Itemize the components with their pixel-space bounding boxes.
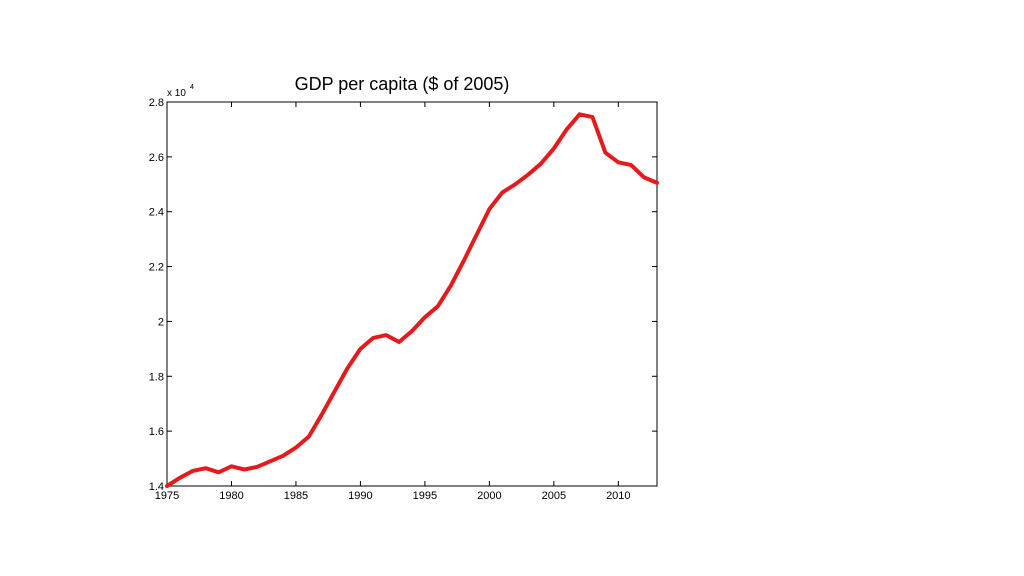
- axis-tick-labels: 1975 1980 1985 1990 1995 2000 2005 2010 1.4 1.6 1.…: [149, 97, 631, 502]
- y-multiplier-base: x 10: [167, 88, 186, 99]
- y-multiplier-exponent: 4: [190, 84, 194, 91]
- y-tick-label: 2: [158, 316, 164, 328]
- chart-title: GDP per capita ($ of 2005): [294, 74, 510, 94]
- y-tick-label: 2.8: [149, 97, 164, 109]
- series-line-gdp: [165, 112, 659, 488]
- x-tick-label: 2005: [542, 490, 566, 502]
- x-tick-label: 1975: [155, 490, 179, 502]
- x-tick-label: 1985: [284, 490, 308, 502]
- x-tick-label: 1980: [219, 490, 243, 502]
- y-tick-label: 2.2: [149, 262, 164, 274]
- y-tick-label: 1.4: [149, 481, 164, 493]
- x-tick-label: 1995: [413, 490, 437, 502]
- x-tick-label: 2010: [606, 490, 630, 502]
- axis-ticks: [166, 101, 657, 487]
- y-tick-label: 1.6: [149, 426, 164, 438]
- y-tick-label: 2.6: [149, 152, 164, 164]
- plot-area-frame: [166, 101, 658, 487]
- y-tick-label: 2.4: [149, 207, 164, 219]
- y-tick-label: 1.8: [149, 371, 164, 383]
- x-tick-label: 2000: [477, 490, 501, 502]
- x-tick-label: 1990: [348, 490, 372, 502]
